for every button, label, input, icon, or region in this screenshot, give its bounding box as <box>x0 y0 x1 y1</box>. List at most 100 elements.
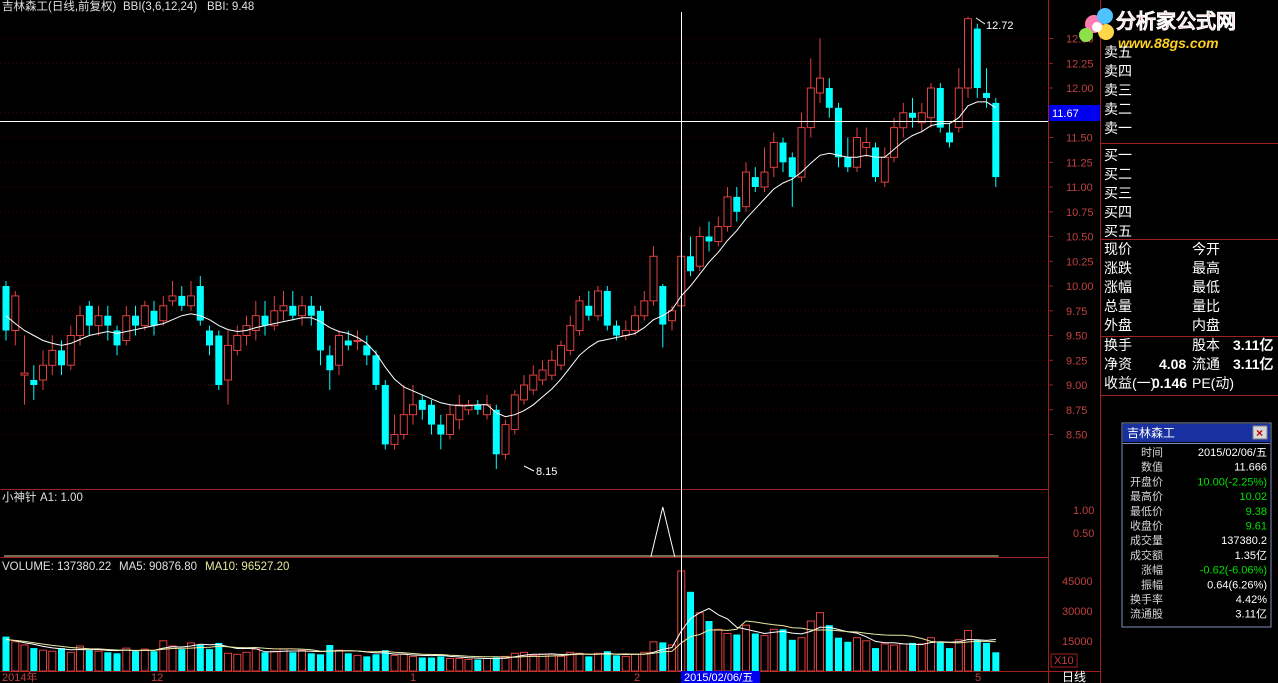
candle-body-down <box>835 107 842 158</box>
order-buy-level: 买三 <box>1104 185 1132 201</box>
volume-bar-down <box>825 625 833 671</box>
candle-body-down <box>326 355 334 371</box>
popup-row-label: 换手率 <box>1130 592 1163 606</box>
candle-body-up <box>557 344 565 366</box>
popup-row-label: 最低价 <box>1130 505 1163 518</box>
candle-body-up <box>769 142 778 168</box>
volume-bar-up <box>899 643 908 672</box>
price-axis-tick: 10.50 <box>1066 232 1094 244</box>
candle-body-up <box>48 349 57 366</box>
volume-bar-up <box>233 653 242 672</box>
quote-label: 最低 <box>1192 279 1220 295</box>
candle-body-up <box>251 315 260 332</box>
volume-bar-down <box>992 652 1000 672</box>
candle-body-up <box>335 335 343 366</box>
volume-bar-up <box>224 652 232 672</box>
candle-body-up <box>409 404 417 416</box>
candle-body-down <box>344 340 352 346</box>
volume-bar-down <box>261 652 269 672</box>
ma5-label: MA5: 90876.80 <box>119 561 197 573</box>
panel-frames <box>0 0 1101 683</box>
candle-body-up <box>501 424 510 455</box>
crosshair-date-box <box>681 671 760 683</box>
candle-body-up <box>446 414 454 436</box>
volume-bar-down <box>317 654 324 671</box>
popup-titlebar[interactable] <box>1123 424 1270 442</box>
volume-bar-down <box>104 652 112 672</box>
volume-bar-down <box>779 629 787 671</box>
order-buy-level: 买四 <box>1104 204 1132 220</box>
candle-body-up <box>94 315 103 327</box>
volume-bar-down <box>2 636 10 671</box>
data-popup-window[interactable]: 吉林森工 × 时间 2015/02/06/五数值 11.666 开盘价 10.00(-2… <box>1121 422 1272 628</box>
candle-body-up <box>723 196 732 228</box>
volume-bar-down <box>30 648 38 671</box>
volume-bar-up <box>242 651 251 672</box>
signal-line <box>650 506 676 558</box>
crosshair-date-label: 2015/02/06/五 <box>684 672 753 683</box>
candle-body-down <box>788 157 796 178</box>
volume-bar-down <box>132 651 139 671</box>
volume-bar-up <box>483 658 491 672</box>
volume-bar-up <box>862 640 871 672</box>
candle-body-down <box>825 88 833 108</box>
volume-bar-down <box>206 649 213 671</box>
popup-row-value: 2015/02/06/五 <box>1198 447 1267 459</box>
candle-body-up <box>353 340 362 342</box>
price-axis-tick: 10.00 <box>1066 281 1094 293</box>
quote-label: 内盘 <box>1192 317 1220 333</box>
period-tab[interactable]: 日线 <box>1062 670 1086 683</box>
price-axis-tick: 9.75 <box>1066 306 1087 318</box>
order-sell-level: 卖二 <box>1104 101 1132 117</box>
volume-label: VOLUME: 137380.22 <box>2 561 111 573</box>
volume-bar-up <box>122 647 131 672</box>
volume-bar-down <box>58 648 65 671</box>
volume-bar-up <box>66 651 75 672</box>
candle-body-up <box>575 300 584 332</box>
candle-body-down <box>936 88 944 128</box>
volume-bar-up <box>11 641 20 672</box>
candle-body-down <box>2 286 10 331</box>
popup-row-label: 成交量 <box>1130 533 1163 547</box>
volume-bar-down <box>973 639 981 672</box>
price-axis-tick: 8.75 <box>1066 405 1087 417</box>
volume-bar-down <box>603 651 611 671</box>
candle-body-down <box>261 315 269 326</box>
vol-axis-tick: 30000 <box>1062 606 1093 618</box>
popup-row-value: -0.62(-6.06%) <box>1200 565 1267 577</box>
candle-body-down <box>104 315 112 326</box>
indicator-value: BBI: 9.48 <box>207 1 254 13</box>
volume-bar-up <box>353 654 362 672</box>
volume-bar-up <box>816 612 824 672</box>
volume-bar-up <box>251 648 260 672</box>
indicator-name: BBI(3,6,12,24) <box>123 1 197 13</box>
price-axis-tick: 9.25 <box>1066 355 1087 367</box>
popup-row-value: 9.61 <box>1246 521 1267 533</box>
volume-bar-down <box>585 656 593 671</box>
volume-bar-up <box>270 650 279 672</box>
candle-body-up <box>279 305 288 312</box>
candle-body-down <box>30 380 38 385</box>
volume-bar-down <box>326 645 334 671</box>
volume-bar-up <box>510 652 519 672</box>
date-tick: 5 <box>975 672 981 683</box>
popup-close-button[interactable] <box>1252 425 1268 440</box>
popup-row-label: 成交额 <box>1130 548 1163 562</box>
candle-body-up <box>390 434 399 445</box>
volume-bar-down <box>437 656 445 671</box>
candle-body-down <box>779 142 787 163</box>
order-sell-level: 卖三 <box>1104 82 1132 98</box>
volume-bar-up <box>446 658 454 672</box>
bbi-line <box>5 101 997 418</box>
candle-body-down <box>992 102 1000 178</box>
volume-bar-up <box>880 643 889 672</box>
volume-bar-up <box>159 640 168 672</box>
popup-row-label: 振幅 <box>1141 577 1163 591</box>
candle-body-up <box>510 394 519 430</box>
volume-bar-up <box>640 651 649 672</box>
price-axis-tick: 12.25 <box>1066 58 1094 70</box>
volume-bar-up <box>455 658 464 672</box>
volume-bar-up <box>890 644 898 672</box>
candle-body-down <box>113 330 121 346</box>
